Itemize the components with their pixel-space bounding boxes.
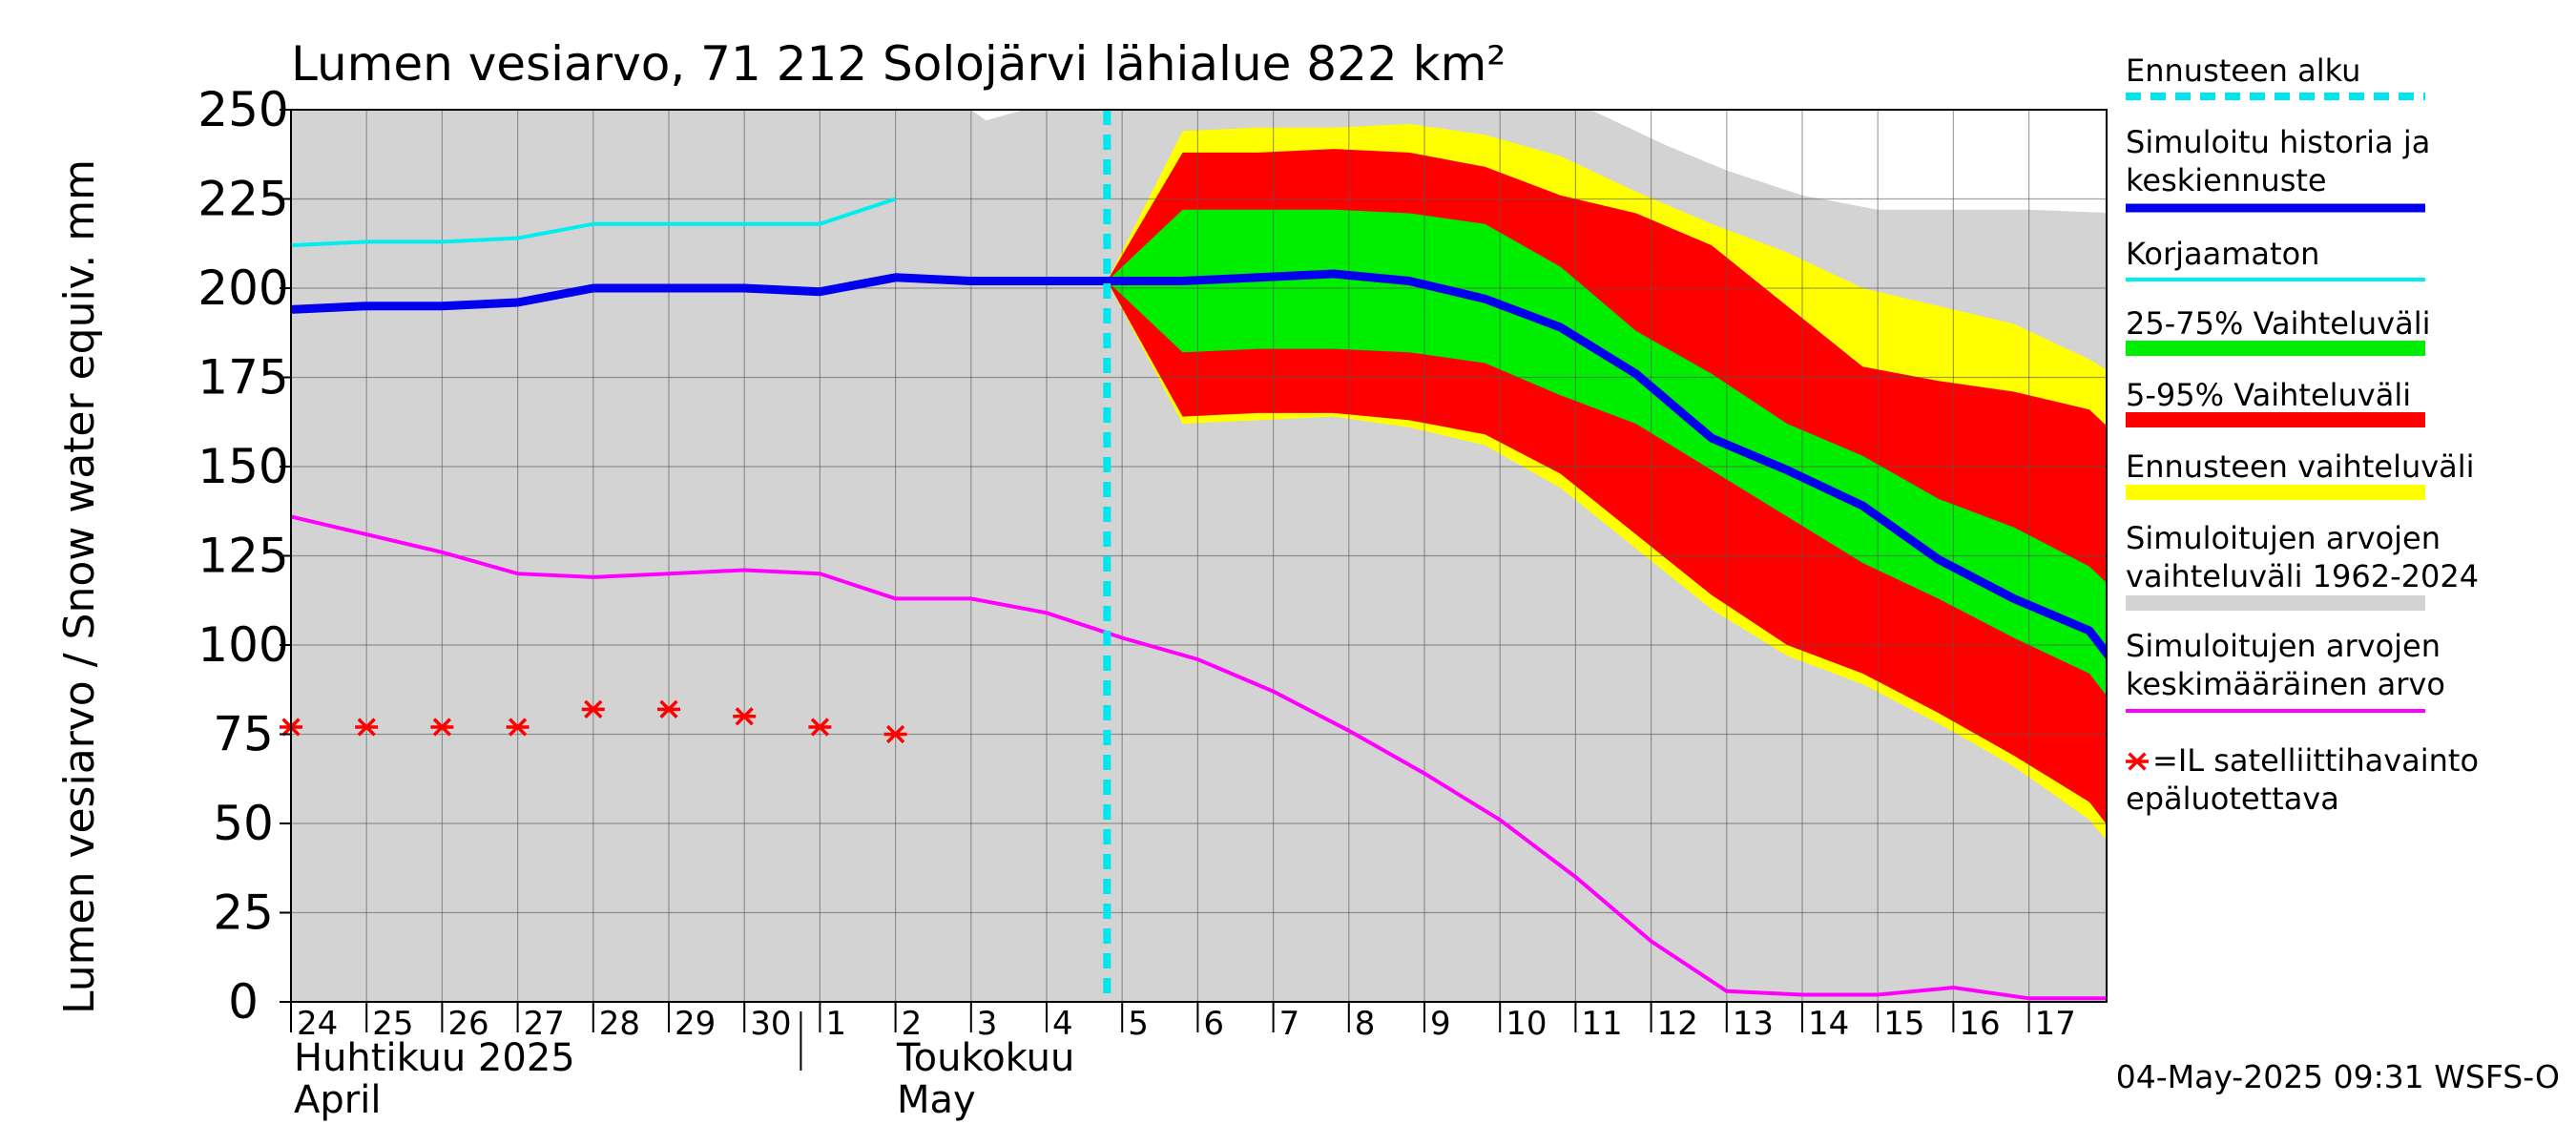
x-tick-label-3: 27 <box>524 1005 565 1043</box>
x-tick-label-14: 8 <box>1355 1005 1376 1043</box>
legend-label2-median: keskiennuste <box>2126 162 2327 198</box>
x-tick-label-22: 16 <box>1959 1005 2000 1043</box>
satellite-marker-4 <box>581 699 605 718</box>
y-tick-label-5: 125 <box>197 529 288 584</box>
marker-d2 <box>584 699 603 718</box>
satellite-marker-1 <box>355 718 379 737</box>
x-tick-label-4: 28 <box>599 1005 640 1043</box>
mean-line <box>291 514 2107 1001</box>
y-tick-label-8: 200 <box>197 260 288 316</box>
satellite-marker-7 <box>808 718 832 737</box>
uncorrected-line <box>291 197 897 248</box>
x-tick-label-1: 25 <box>372 1005 413 1043</box>
x-tick-label-8: 2 <box>902 1005 923 1043</box>
legend-item-forecast_range: Ennusteen vaihteluväli <box>2126 448 2475 500</box>
y-tick-label-7: 175 <box>197 350 288 406</box>
legend-label-satellite: =IL satelliittihavainto <box>2152 742 2479 779</box>
satellite-marker-6 <box>733 707 757 726</box>
x-tick-label-21: 15 <box>1883 1005 1924 1043</box>
footer-timestamp: 04-May-2025 09:31 WSFS-O <box>2116 1058 2560 1095</box>
marker-d2 <box>659 699 678 718</box>
month-label-april-fi: Huhtikuu 2025 <box>294 1036 575 1080</box>
legend-label-range_25_75: 25-75% Vaihteluväli <box>2126 305 2430 342</box>
y-axis-label: Lumen vesiarvo / Snow water equiv. mm <box>55 159 104 1014</box>
y-tick-label-9: 225 <box>197 172 288 227</box>
x-tick-label-16: 10 <box>1506 1005 1547 1043</box>
marker-d2 <box>357 718 376 737</box>
x-tick-label-23: 17 <box>2035 1005 2076 1043</box>
x-tick-label-9: 3 <box>977 1005 998 1043</box>
legend-item-forecast_start: Ennusteen alku <box>2126 52 2425 100</box>
x-tick-label-5: 29 <box>675 1005 716 1043</box>
median-line <box>291 269 2107 660</box>
legend-label2-mean: keskimääräinen arvo <box>2126 666 2445 702</box>
chart-title: Lumen vesiarvo, 71 212 Solojärvi lähialu… <box>291 36 1506 92</box>
legend-item-uncorrected: Korjaamaton <box>2126 236 2425 281</box>
y-tick-label-6: 150 <box>197 439 288 494</box>
satellite-marker-5 <box>657 699 680 718</box>
x-tick-label-17: 11 <box>1581 1005 1622 1043</box>
y-tick-label-0: 0 <box>228 974 259 1030</box>
legend-label-range_5_95: 5-95% Vaihteluväli <box>2126 377 2411 413</box>
month-label-may-en: May <box>897 1078 976 1122</box>
y-tick-label-3: 75 <box>213 707 274 762</box>
legend-label-uncorrected: Korjaamaton <box>2126 236 2319 272</box>
marker-d2 <box>885 724 905 744</box>
marker-d2 <box>2128 752 2147 771</box>
x-tick-label-10: 4 <box>1052 1005 1073 1043</box>
y-axis-ticks: 0 25 50 75 100 125 150 175 200 225 250 <box>197 82 291 1030</box>
satellite-marker-8 <box>883 724 907 744</box>
marker-d2 <box>735 707 754 726</box>
x-tick-label-12: 6 <box>1203 1005 1224 1043</box>
satellite-marker-3 <box>506 718 530 737</box>
x-tick-label-2: 26 <box>447 1005 488 1043</box>
x-tick-label-18: 12 <box>1657 1005 1698 1043</box>
x-tick-label-7: 1 <box>825 1005 846 1043</box>
x-tick-label-11: 5 <box>1128 1005 1149 1043</box>
x-axis-ticks: 24 25 26 27 28 29 30 1 2 3 4 5 6 7 8 9 10 11 12 13 14 15 16 17 <box>290 1002 2076 1071</box>
legend-label2-satellite: epäluotettava <box>2126 781 2339 817</box>
month-label-may-fi: Toukokuu <box>896 1036 1074 1080</box>
month-labels: Huhtikuu 2025 April Toukokuu May <box>294 1036 1074 1122</box>
legend-label-historical_range: Simuloitujen arvojen <box>2126 520 2441 556</box>
legend-label-forecast_range: Ennusteen vaihteluväli <box>2126 448 2475 485</box>
x-tick-label-0: 24 <box>297 1005 338 1043</box>
satellite-marker-2 <box>430 718 454 737</box>
range-25-75-band <box>1107 209 2107 697</box>
plot-content <box>291 110 2107 1002</box>
legend-label-mean: Simuloitujen arvojen <box>2126 628 2441 664</box>
x-tick-label-20: 14 <box>1808 1005 1849 1043</box>
legend-label-forecast_start: Ennusteen alku <box>2126 52 2360 89</box>
x-tick-label-6: 30 <box>750 1005 791 1043</box>
legend-swatch-satellite <box>2126 752 2149 771</box>
legend-label-median: Simuloitu historia ja <box>2126 124 2430 160</box>
month-label-april-en: April <box>294 1078 381 1122</box>
legend-item-range_5_95: 5-95% Vaihteluväli <box>2126 377 2425 427</box>
plot-area <box>280 109 2108 1003</box>
marker-d2 <box>810 718 830 737</box>
marker-d2 <box>432 718 452 737</box>
legend-label2-historical_range: vaihteluväli 1962-2024 <box>2126 558 2479 594</box>
marker-d2 <box>508 718 528 737</box>
legend-item-range_25_75: 25-75% Vaihteluväli <box>2126 305 2430 356</box>
y-tick-label-4: 100 <box>197 617 288 673</box>
x-tick-label-15: 9 <box>1430 1005 1451 1043</box>
x-tick-label-19: 13 <box>1733 1005 1774 1043</box>
y-tick-label-1: 25 <box>213 885 274 941</box>
y-tick-label-10: 250 <box>197 82 288 137</box>
x-tick-label-13: 7 <box>1279 1005 1300 1043</box>
y-tick-label-2: 50 <box>213 796 274 851</box>
